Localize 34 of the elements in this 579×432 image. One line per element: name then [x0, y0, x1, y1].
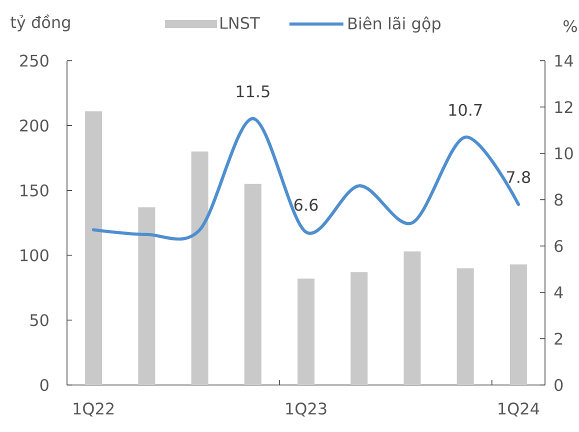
x-tick-label: 1Q23	[286, 402, 326, 416]
bar	[350, 272, 368, 385]
y2-tick-label: 2	[554, 332, 562, 345]
bar	[456, 268, 474, 385]
y-axis-title: tỷ đồng	[10, 14, 70, 32]
legend-label: Biên lãi gộp	[348, 16, 440, 33]
y2-tick-label: 6	[554, 240, 563, 252]
bar	[298, 278, 314, 385]
bar	[191, 152, 208, 385]
y-tick-label: 250	[20, 54, 48, 67]
x-tick-label: 1Q24	[498, 402, 540, 416]
y-tick-label: 50	[30, 314, 48, 326]
y2-tick-label: 8	[554, 194, 563, 206]
y2-tick-label: 12	[555, 101, 572, 113]
bar	[85, 111, 102, 385]
bar	[510, 264, 527, 385]
y2-tick-label: 14	[555, 54, 573, 67]
y-tick-label: 200	[20, 120, 48, 132]
y-tick-label: 100	[20, 249, 48, 262]
bar	[404, 251, 421, 385]
data-label: 6.6	[294, 198, 318, 211]
bar	[244, 184, 262, 385]
y2-tick-label: 0	[554, 378, 563, 392]
data-label: 11.5	[236, 86, 270, 98]
y2-axis-title: %	[563, 20, 577, 32]
data-label: 10.7	[449, 104, 482, 116]
data-label: 7.8	[507, 171, 530, 184]
x-tick-label: 1Q22	[74, 402, 114, 416]
y2-tick-label: 10	[555, 147, 573, 160]
legend-label: LNST	[220, 16, 260, 30]
bar	[138, 207, 156, 385]
y-tick-label: 150	[20, 184, 48, 196]
y2-tick-label: 4	[554, 286, 563, 298]
y-tick-label: 0	[40, 378, 48, 392]
